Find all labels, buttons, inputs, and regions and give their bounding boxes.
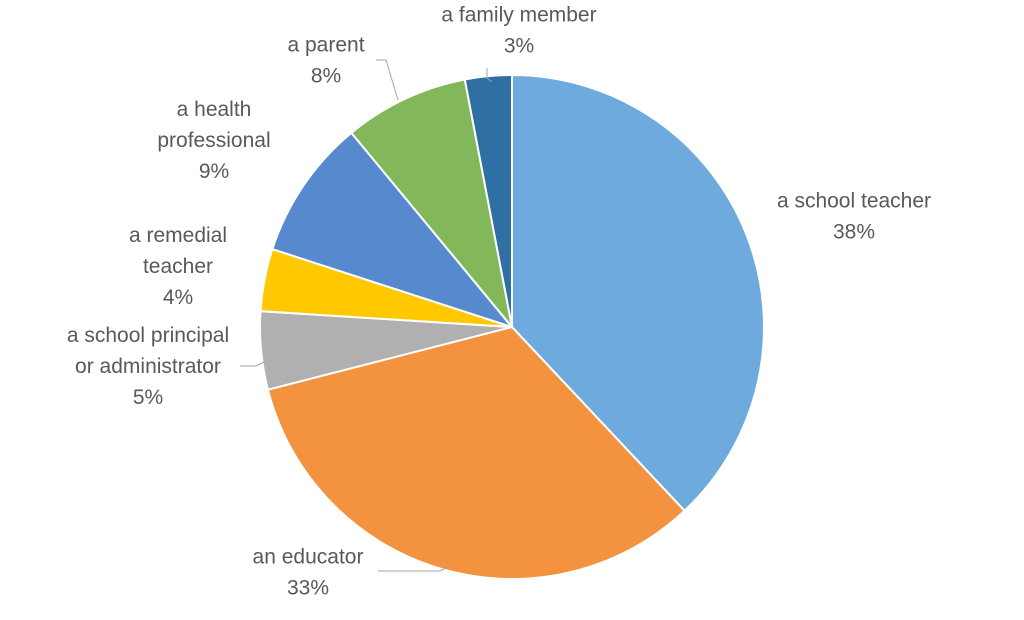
- pie-slices: [259, 73, 765, 580]
- pie-slice-a-school-teacher: [511, 73, 765, 513]
- slice-value-label: 9%: [199, 160, 229, 183]
- slice-category-label: or administrator: [75, 355, 221, 378]
- slice-label-a-school-teacher: a school teacher 38%: [777, 190, 931, 244]
- leader-line-an-educator: [378, 566, 449, 572]
- slice-category-label: a remedial: [129, 224, 227, 247]
- slice-category-label: a school principal: [67, 324, 229, 347]
- slice-label-a-parent: a parent 8%: [287, 34, 364, 88]
- slice-category-label: professional: [157, 129, 270, 152]
- slice-value-label: 38%: [833, 221, 875, 244]
- slice-value-label: 4%: [163, 286, 193, 309]
- slice-category-label: a parent: [287, 34, 364, 57]
- leader-line-a-school-principal-or-administrator: [240, 361, 265, 367]
- slice-label-a-health-professional: a health professional 9%: [157, 98, 270, 183]
- pie-slice-an-educator: [266, 325, 686, 580]
- leader-line-a-family-member: [486, 68, 493, 83]
- slice-category-label: an educator: [253, 546, 364, 569]
- slice-category-label: teacher: [143, 255, 213, 278]
- leader-lines: [240, 59, 493, 572]
- slice-category-label: a school teacher: [777, 190, 931, 213]
- slice-label-a-remedial-teacher: a remedial teacher 4%: [129, 224, 227, 309]
- slice-category-label: a health: [177, 98, 252, 121]
- slice-value-label: 8%: [311, 65, 341, 88]
- slice-value-label: 3%: [504, 35, 534, 58]
- slice-label-a-family-member: a family member 3%: [441, 4, 596, 58]
- slice-category-label: a family member: [441, 4, 596, 27]
- slice-value-label: 33%: [287, 577, 329, 600]
- slice-label-an-educator: an educator 33%: [253, 546, 364, 600]
- slice-value-label: 5%: [133, 386, 163, 409]
- leader-line-a-parent: [376, 59, 399, 101]
- slice-labels: a school teacher 38% an educator 33% a schoo…: [67, 4, 931, 600]
- pie-slice-a-parent: [349, 78, 513, 328]
- pie-slice-a-health-professional: [271, 131, 515, 330]
- pie-slice-a-family-member: [463, 73, 513, 328]
- slice-label-a-school-principal-or-administrator: a school principal or administrator 5%: [67, 324, 229, 409]
